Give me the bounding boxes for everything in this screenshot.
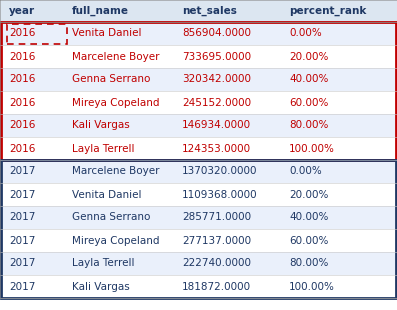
Bar bbox=[0, 0, 397, 22]
Text: 2017: 2017 bbox=[9, 281, 35, 291]
Text: year: year bbox=[9, 6, 35, 16]
Text: 40.00%: 40.00% bbox=[289, 212, 328, 223]
Text: 1370320.0000: 1370320.0000 bbox=[182, 166, 258, 176]
Text: percent_rank: percent_rank bbox=[289, 6, 366, 16]
Bar bbox=[0, 137, 397, 160]
Text: 60.00%: 60.00% bbox=[289, 236, 328, 246]
Bar bbox=[6, 24, 67, 43]
Text: 2016: 2016 bbox=[9, 121, 35, 131]
Bar bbox=[0, 91, 397, 114]
Text: 222740.0000: 222740.0000 bbox=[182, 259, 251, 268]
Text: 146934.0000: 146934.0000 bbox=[182, 121, 251, 131]
Text: 2016: 2016 bbox=[9, 74, 35, 85]
Text: Genna Serrano: Genna Serrano bbox=[72, 74, 150, 85]
Text: Venita Daniel: Venita Daniel bbox=[72, 29, 141, 38]
Text: 856904.0000: 856904.0000 bbox=[182, 29, 251, 38]
Bar bbox=[1, 160, 396, 298]
Text: 100.00%: 100.00% bbox=[289, 144, 335, 153]
Text: 2016: 2016 bbox=[9, 29, 35, 38]
Bar bbox=[1, 22, 396, 160]
Bar bbox=[0, 183, 397, 206]
Text: Layla Terrell: Layla Terrell bbox=[72, 144, 135, 153]
Text: 2017: 2017 bbox=[9, 259, 35, 268]
Bar bbox=[0, 68, 397, 91]
Text: 285771.0000: 285771.0000 bbox=[182, 212, 251, 223]
Text: Layla Terrell: Layla Terrell bbox=[72, 259, 135, 268]
Text: 2016: 2016 bbox=[9, 98, 35, 108]
Text: 40.00%: 40.00% bbox=[289, 74, 328, 85]
Text: 2016: 2016 bbox=[9, 144, 35, 153]
Text: 245152.0000: 245152.0000 bbox=[182, 98, 251, 108]
Text: 2017: 2017 bbox=[9, 189, 35, 200]
Text: 2017: 2017 bbox=[9, 212, 35, 223]
Text: 0.00%: 0.00% bbox=[289, 29, 322, 38]
Text: 60.00%: 60.00% bbox=[289, 98, 328, 108]
Text: 0.00%: 0.00% bbox=[289, 166, 322, 176]
Text: net_sales: net_sales bbox=[182, 6, 237, 16]
Text: Kali Vargas: Kali Vargas bbox=[72, 121, 130, 131]
Text: 2016: 2016 bbox=[9, 51, 35, 61]
Text: Mireya Copeland: Mireya Copeland bbox=[72, 236, 160, 246]
Text: Venita Daniel: Venita Daniel bbox=[72, 189, 141, 200]
Bar bbox=[0, 22, 397, 45]
Bar bbox=[0, 229, 397, 252]
Bar bbox=[0, 206, 397, 229]
Text: 80.00%: 80.00% bbox=[289, 121, 328, 131]
Bar bbox=[0, 252, 397, 275]
Text: 320342.0000: 320342.0000 bbox=[182, 74, 251, 85]
Text: 1109368.0000: 1109368.0000 bbox=[182, 189, 258, 200]
Text: Kali Vargas: Kali Vargas bbox=[72, 281, 130, 291]
Text: Mireya Copeland: Mireya Copeland bbox=[72, 98, 160, 108]
Text: 20.00%: 20.00% bbox=[289, 189, 328, 200]
Text: 2017: 2017 bbox=[9, 166, 35, 176]
Text: 2017: 2017 bbox=[9, 236, 35, 246]
Bar bbox=[0, 45, 397, 68]
Text: Marcelene Boyer: Marcelene Boyer bbox=[72, 51, 160, 61]
Text: Genna Serrano: Genna Serrano bbox=[72, 212, 150, 223]
Text: full_name: full_name bbox=[72, 6, 129, 16]
Text: 733695.0000: 733695.0000 bbox=[182, 51, 251, 61]
Text: 277137.0000: 277137.0000 bbox=[182, 236, 251, 246]
Bar bbox=[0, 275, 397, 298]
Text: 80.00%: 80.00% bbox=[289, 259, 328, 268]
Text: 20.00%: 20.00% bbox=[289, 51, 328, 61]
Text: 100.00%: 100.00% bbox=[289, 281, 335, 291]
Text: Marcelene Boyer: Marcelene Boyer bbox=[72, 166, 160, 176]
Text: 181872.0000: 181872.0000 bbox=[182, 281, 251, 291]
Text: 124353.0000: 124353.0000 bbox=[182, 144, 251, 153]
Bar bbox=[0, 114, 397, 137]
Bar bbox=[0, 160, 397, 183]
